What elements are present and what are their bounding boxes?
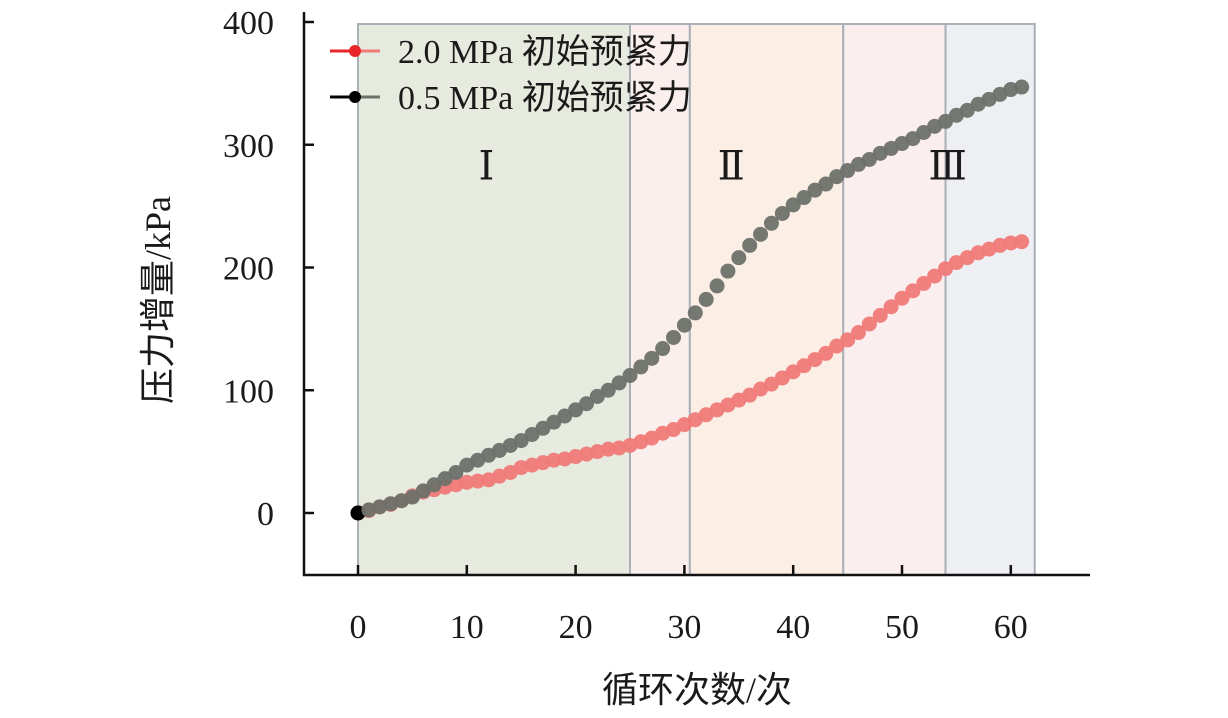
data-point [687,305,703,321]
legend: 2.0 MPa 初始预紧力 0.5 MPa 初始预紧力 [330,33,692,117]
data-point [796,358,812,374]
data-point [731,250,747,266]
data-point [448,464,464,480]
data-point [818,176,834,192]
data-point [698,291,714,307]
data-point [927,268,943,284]
x-tick-label: 30 [667,609,701,646]
data-point [589,388,605,404]
data-point [774,370,790,386]
data-point [437,471,453,487]
data-point [622,368,638,384]
data-point [840,332,856,348]
y-tick-label: 300 [223,128,274,165]
x-tick-label: 0 [350,609,367,646]
data-point [415,483,431,499]
x-tick-label: 60 [994,609,1028,646]
data-point [829,169,845,185]
x-tick-label: 40 [776,609,810,646]
data-point [742,387,758,403]
stage-label: Ⅰ [478,144,494,189]
y-axis-title: 压力增量/kPa [138,196,178,404]
legend-label: 0.5 MPa 初始预紧力 [398,79,692,117]
y-tick-label: 0 [257,496,274,533]
stage-label: Ⅱ [718,144,745,189]
data-point [840,163,856,179]
data-point [959,102,975,118]
data-point [894,290,910,306]
stage-regions: Ⅰ Ⅱ Ⅲ [357,23,1036,576]
data-point [600,382,616,398]
data-point [404,489,420,505]
data-point [763,215,779,231]
data-point [676,317,692,333]
data-point [655,341,671,357]
data-point [546,452,562,468]
data-point [1003,235,1019,251]
data-point [535,420,551,436]
data-point [905,283,921,299]
data-point [872,307,888,323]
data-point [807,352,823,368]
x-tick-label: 20 [559,609,593,646]
data-point [568,402,584,418]
x-axis-title: 循环次数/次 [602,670,792,710]
legend-label: 2.0 MPa 初始预紧力 [398,33,692,71]
data-point [774,205,790,221]
legend-marker [349,45,361,57]
data-point [709,278,725,294]
stage-label: Ⅲ [928,144,967,189]
data-point [633,359,649,375]
data-point [883,299,899,315]
data-point [829,338,845,354]
data-point [905,131,921,147]
data-point [459,474,475,490]
data-point [557,408,573,424]
data-point [763,376,779,392]
data-point [644,350,660,366]
y-tick-label: 100 [223,373,274,410]
data-point [611,375,627,391]
y-tick-label: 200 [223,251,274,288]
data-point [720,263,736,279]
data-point [916,124,932,140]
data-point [578,396,594,412]
data-point [742,237,758,253]
series-layer [350,79,1030,521]
data-point [938,113,954,129]
data-point [861,316,877,332]
data-point [807,182,823,198]
data-point [513,433,529,449]
x-tick-label: 10 [450,609,484,646]
data-point [850,325,866,341]
y-tick-label: 400 [223,5,274,42]
data-point [818,345,834,361]
data-point [600,441,616,457]
data-point [1014,234,1030,250]
stage-region [842,23,947,576]
data-point [546,414,562,430]
data-point [916,275,932,291]
data-point [938,261,954,277]
data-point [1014,79,1030,95]
data-point [524,426,540,442]
data-point [785,197,801,213]
data-point [861,151,877,167]
data-point [796,190,812,206]
data-point [785,364,801,380]
axes: 0 100 200 300 400 0 10 20 30 40 50 60 [223,5,1090,646]
x-tick-label: 50 [885,609,919,646]
data-point [470,473,486,489]
data-point [753,226,769,242]
data-point [666,329,682,345]
legend-marker [349,91,361,103]
data-point [426,477,442,493]
